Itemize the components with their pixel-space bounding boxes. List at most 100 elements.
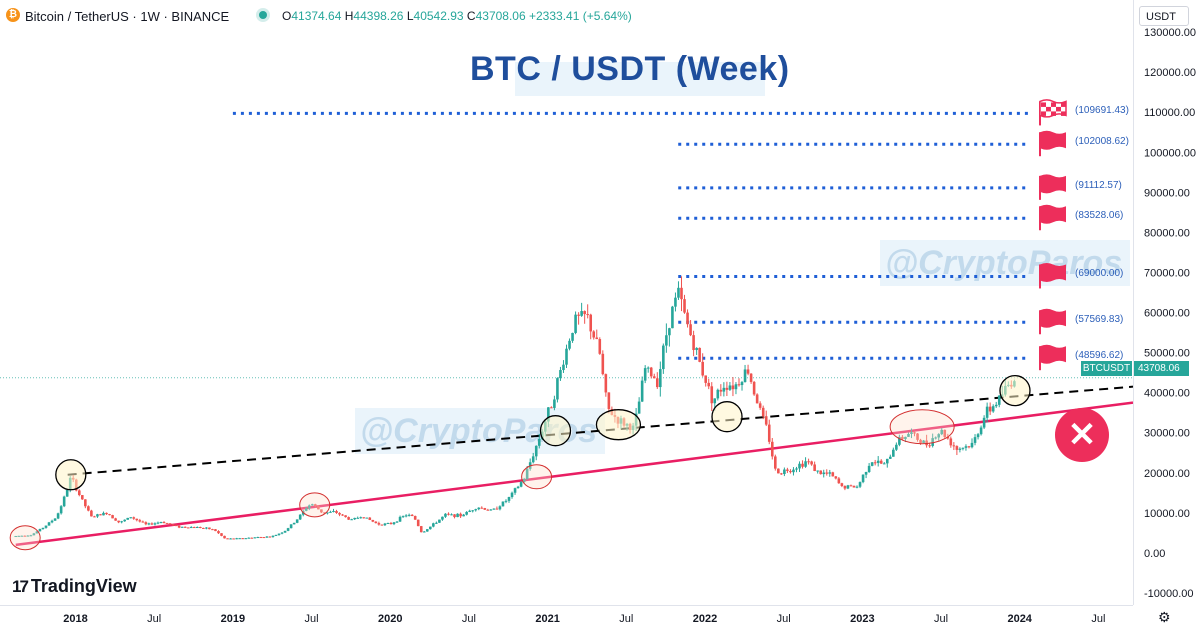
candle-body bbox=[274, 534, 278, 536]
symbol-title[interactable]: Bitcoin / TetherUS · 1W · BINANCE bbox=[25, 9, 230, 24]
candle-body bbox=[159, 522, 163, 524]
candle-body bbox=[196, 527, 199, 529]
touch-circle-marker bbox=[999, 374, 1031, 407]
candle-body bbox=[389, 523, 393, 525]
settings-gear-icon[interactable]: ⚙ bbox=[1158, 609, 1171, 625]
level-value-label: (91112.57) bbox=[1075, 179, 1122, 191]
candle-body bbox=[919, 439, 922, 444]
candle-body bbox=[828, 472, 832, 474]
price-axis[interactable]: 130000.00 120000.00 110000.00 100000.00 9000… bbox=[1133, 0, 1200, 605]
candle-body bbox=[141, 521, 145, 523]
candle-body bbox=[840, 483, 844, 487]
support-trendline bbox=[15, 401, 1133, 547]
candle-body bbox=[38, 528, 42, 532]
candle-body bbox=[522, 479, 526, 483]
candle-body bbox=[435, 522, 438, 524]
candle-body bbox=[940, 429, 944, 435]
candle-body bbox=[885, 458, 889, 464]
candle-body bbox=[214, 529, 217, 532]
candle-body bbox=[813, 464, 816, 472]
price-tick-label: 10000.00 bbox=[1144, 508, 1190, 520]
candle-body bbox=[562, 364, 565, 371]
candle-body bbox=[655, 378, 659, 388]
open-key: O bbox=[282, 9, 292, 23]
candle-body bbox=[777, 468, 780, 474]
market-status-dot-icon[interactable] bbox=[259, 11, 267, 19]
candle-body bbox=[465, 511, 468, 515]
candle-body bbox=[837, 478, 841, 484]
candle-body bbox=[410, 514, 414, 517]
candle-body bbox=[604, 374, 608, 393]
price-tick-label: 110000.00 bbox=[1144, 107, 1195, 119]
candle-body bbox=[816, 470, 819, 472]
candle-body bbox=[716, 389, 720, 399]
candle-body bbox=[937, 434, 941, 438]
candle-body bbox=[47, 522, 51, 526]
ohlc-values: O41374.64 H44398.26 L40542.93 C43708.06 … bbox=[282, 9, 632, 23]
candle-body bbox=[592, 331, 596, 338]
candle-body bbox=[138, 520, 142, 522]
candle-body bbox=[344, 515, 347, 518]
candle-body bbox=[289, 524, 293, 529]
time-tick-label: 2022 bbox=[693, 613, 717, 625]
close-key: C bbox=[466, 9, 476, 23]
candle-body bbox=[764, 416, 768, 425]
support-circle-marker bbox=[299, 492, 331, 518]
candle-body bbox=[895, 444, 898, 450]
touch-circle-marker bbox=[55, 459, 87, 491]
flag-cloth bbox=[1040, 344, 1066, 364]
candle-body bbox=[737, 384, 741, 386]
candle-body bbox=[595, 337, 599, 340]
candle-body bbox=[855, 486, 859, 488]
candle-body bbox=[976, 434, 980, 438]
candle-body bbox=[347, 517, 350, 520]
close-value: 43708.06 bbox=[475, 9, 526, 23]
red-flag-icon bbox=[1039, 174, 1066, 200]
candle-body bbox=[93, 516, 96, 518]
candle-body bbox=[401, 516, 405, 518]
candle-body bbox=[419, 526, 423, 533]
time-tick-label: Jul bbox=[147, 613, 161, 625]
candle-body bbox=[979, 427, 983, 435]
price-tick-label: 90000.00 bbox=[1144, 187, 1190, 199]
candle-body bbox=[144, 522, 148, 525]
candle-body bbox=[892, 449, 895, 457]
price-tick-label: 70000.00 bbox=[1144, 267, 1190, 279]
candle-body bbox=[783, 469, 786, 475]
candle-body bbox=[607, 392, 611, 410]
candle-body bbox=[719, 389, 723, 392]
candle-body bbox=[59, 506, 63, 514]
low-key: L bbox=[406, 9, 414, 23]
currency-selector[interactable]: USDT bbox=[1139, 6, 1189, 26]
tradingview-logo[interactable]: 17 TradingView bbox=[12, 576, 137, 597]
flag-cloth bbox=[1040, 204, 1066, 224]
candle-body bbox=[253, 537, 257, 539]
candle-body bbox=[84, 499, 87, 507]
candle-body bbox=[41, 527, 45, 529]
time-axis[interactable]: 2018 Jul 2019 Jul 2020 Jul 2021 Jul 2022 Jul 2023 J… bbox=[0, 605, 1133, 630]
candle-body bbox=[126, 517, 130, 520]
candle-body bbox=[199, 527, 202, 529]
candle-body bbox=[192, 527, 196, 529]
candle-body bbox=[553, 399, 556, 408]
candle-body bbox=[211, 529, 214, 531]
candle-body bbox=[646, 367, 650, 369]
chart-plot-area[interactable]: @CryptoParos @CryptoParos BTC / USDT (We… bbox=[0, 0, 1133, 605]
candle-body bbox=[53, 518, 57, 521]
candle-body bbox=[102, 512, 105, 516]
candle-body bbox=[652, 376, 656, 379]
candle-body bbox=[804, 461, 807, 467]
candle-body bbox=[931, 438, 934, 446]
candle-body bbox=[262, 537, 266, 539]
candle-body bbox=[17, 535, 21, 537]
flag-cloth bbox=[1040, 174, 1066, 194]
chart-title: BTC / USDT (Week) bbox=[470, 50, 790, 88]
support-circle-marker bbox=[521, 464, 553, 490]
candle-body bbox=[770, 441, 774, 457]
red-flag-icon bbox=[1039, 204, 1066, 231]
flag-check bbox=[1046, 106, 1051, 112]
candle-body bbox=[147, 523, 151, 525]
candle-body bbox=[571, 332, 574, 341]
candle-body bbox=[341, 514, 344, 516]
candle-body bbox=[967, 446, 971, 448]
